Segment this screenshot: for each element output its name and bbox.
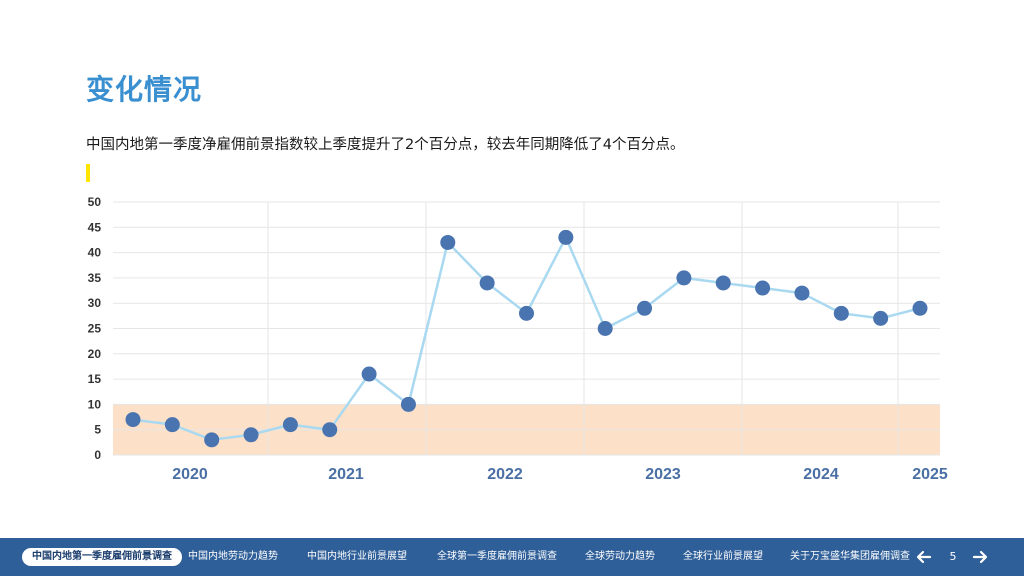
nav-item-china-q1-survey[interactable]: 中国内地第一季度雇佣前景调查 (22, 548, 182, 566)
data-point (243, 427, 259, 443)
data-point (361, 366, 377, 382)
nav-item-global-q1-survey[interactable]: 全球第一季度雇佣前景调查 (437, 551, 557, 562)
data-point (755, 280, 771, 296)
nav-item-about-manpower-survey[interactable]: 关于万宝盛华集团雇佣调查 (790, 551, 910, 562)
data-point (912, 300, 928, 316)
data-point (873, 310, 889, 326)
data-point (322, 422, 338, 438)
nav-item-global-labor-trends[interactable]: 全球劳动力趋势 (585, 551, 655, 562)
data-point (794, 285, 810, 301)
data-point (715, 275, 731, 291)
y-tick-label: 45 (88, 220, 102, 234)
page-number: 5 (949, 550, 957, 563)
nav-item-china-labor-trends[interactable]: 中国内地劳动力趋势 (188, 551, 278, 562)
data-point (164, 417, 180, 433)
x-year-label: 2021 (328, 466, 364, 483)
y-tick-label: 5 (94, 423, 101, 437)
y-tick-label: 0 (94, 448, 101, 462)
data-point (558, 229, 574, 245)
data-point (282, 417, 298, 433)
x-year-label: 2025 (912, 466, 948, 483)
footer-nav: 中国内地第一季度雇佣前景调查 中国内地劳动力趋势 中国内地行业前景展望 全球第一… (0, 538, 1024, 576)
data-point (519, 305, 534, 321)
page-title: 变化情况 (86, 73, 203, 106)
y-tick-label: 20 (88, 347, 102, 361)
y-tick-label: 15 (88, 372, 102, 386)
arrow-left-icon[interactable] (914, 547, 934, 567)
data-point (479, 275, 495, 291)
x-year-label: 2024 (803, 466, 839, 483)
accent-mark (86, 164, 90, 182)
data-point (597, 321, 613, 336)
data-point (125, 412, 141, 428)
data-point (400, 396, 416, 412)
y-tick-label: 50 (88, 195, 102, 209)
y-tick-label: 10 (88, 397, 102, 411)
data-point (204, 432, 220, 448)
y-tick-label: 25 (88, 322, 102, 336)
arrow-right-icon[interactable] (970, 547, 990, 567)
data-point (637, 300, 653, 316)
data-point (676, 270, 692, 286)
nav-item-china-industry-outlook[interactable]: 中国内地行业前景展望 (307, 551, 407, 562)
y-tick-label: 40 (88, 246, 102, 260)
x-year-label: 2022 (487, 466, 523, 483)
y-tick-label: 30 (88, 296, 102, 310)
nav-item-global-industry-outlook[interactable]: 全球行业前景展望 (683, 551, 763, 562)
x-year-label: 2020 (172, 466, 208, 483)
x-year-label: 2023 (645, 466, 681, 483)
y-tick-label: 35 (88, 271, 102, 285)
data-point (833, 305, 849, 321)
page-subtitle: 中国内地第一季度净雇佣前景指数较上季度提升了2个百分点，较去年同期降低了4个百分… (86, 137, 685, 153)
data-point (440, 234, 456, 250)
